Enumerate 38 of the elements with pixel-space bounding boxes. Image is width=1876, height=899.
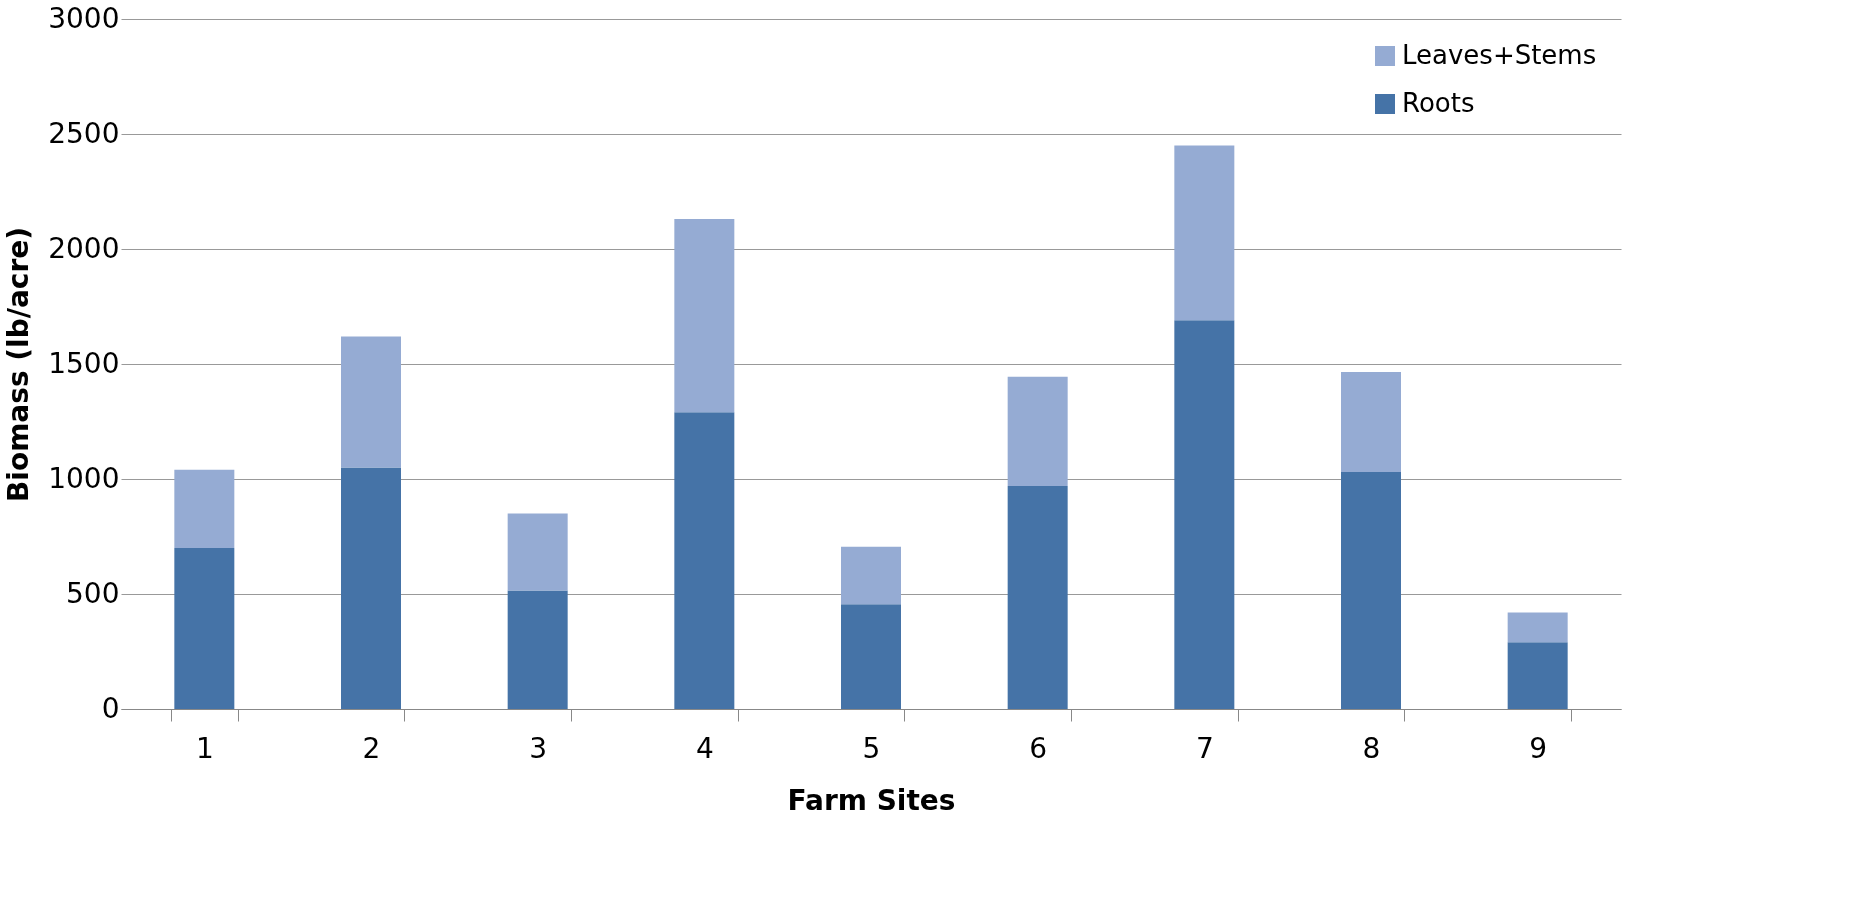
- bar: [1174, 320, 1235, 709]
- bar: [674, 412, 735, 709]
- bar: [841, 546, 901, 605]
- y-tick-label: 0: [101, 691, 120, 725]
- x-tick-label: 4: [695, 731, 714, 765]
- bar: [1174, 145, 1235, 321]
- bar: [1507, 612, 1568, 643]
- bar: [174, 469, 235, 548]
- bar: [507, 590, 568, 709]
- legend-label: Roots: [1402, 88, 1475, 118]
- y-axis-title: Biomass (lb/acre): [2, 226, 36, 503]
- x-tick-label: 1: [195, 731, 214, 765]
- x-tick-label: 2: [362, 731, 381, 765]
- x-tick-label: 9: [1529, 731, 1548, 765]
- bar: [1507, 642, 1568, 709]
- bar: [1007, 376, 1068, 486]
- bar: [1007, 485, 1068, 709]
- bar: [341, 467, 401, 709]
- x-tick-label: 5: [862, 731, 881, 765]
- bar: [841, 604, 901, 709]
- bar: [1341, 372, 1401, 473]
- x-tick-label: 7: [1195, 731, 1214, 765]
- bar: [674, 219, 735, 413]
- y-tick-label: 1000: [48, 461, 120, 495]
- x-tick-label: 8: [1362, 731, 1381, 765]
- x-axis-title: Farm Sites: [787, 783, 956, 817]
- y-tick-label: 1500: [48, 346, 120, 380]
- bar: [174, 548, 235, 709]
- bar: [507, 513, 568, 591]
- y-tick-label: 3000: [48, 1, 120, 35]
- y-tick-label: 500: [66, 576, 120, 610]
- y-tick-label: 2500: [48, 116, 120, 150]
- y-tick-label: 2000: [48, 231, 120, 265]
- legend-label: Leaves+Stems: [1402, 40, 1597, 70]
- x-tick-label: 6: [1029, 731, 1048, 765]
- bar: [1341, 472, 1401, 709]
- x-tick-label: 3: [529, 731, 548, 765]
- bar: [341, 336, 401, 468]
